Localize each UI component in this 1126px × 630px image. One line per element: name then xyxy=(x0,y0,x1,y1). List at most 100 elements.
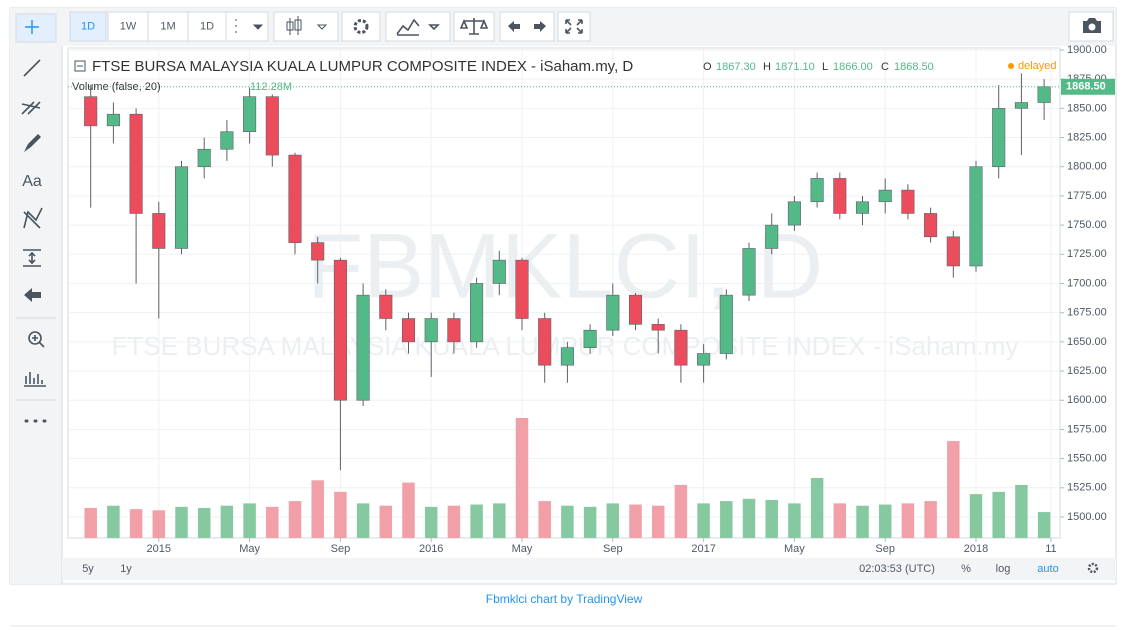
crosshair-icon xyxy=(25,20,39,34)
candle-body xyxy=(243,96,257,133)
crosshair-tool[interactable] xyxy=(15,13,57,43)
percent-toggle[interactable]: % xyxy=(961,563,971,575)
log-toggle[interactable]: log xyxy=(996,563,1011,575)
range-button[interactable]: 5y xyxy=(82,563,94,575)
candle-body xyxy=(515,259,529,319)
grid xyxy=(68,48,1060,538)
ohlc-legend: O 1867.30 H 1871.10 L 1866.00 C 1868.50 xyxy=(703,61,934,73)
compare-icon xyxy=(459,18,489,35)
volume-bar xyxy=(84,508,97,538)
candle-body xyxy=(969,166,983,267)
volume-bar xyxy=(1037,512,1051,538)
interval-button[interactable] xyxy=(107,11,149,42)
interval-button[interactable] xyxy=(69,11,107,42)
volume-bar xyxy=(561,505,574,538)
measure-tool[interactable] xyxy=(23,249,41,267)
candle-body xyxy=(719,294,733,354)
chart-style-button[interactable] xyxy=(273,11,339,42)
candle-body xyxy=(106,113,120,127)
y-tick-label: 1550.00 xyxy=(1067,453,1107,465)
candle-body xyxy=(946,236,960,267)
volume-bar xyxy=(493,503,506,538)
candle-body xyxy=(787,201,801,226)
volume-bar xyxy=(538,501,551,538)
interval-menu[interactable] xyxy=(225,11,269,42)
volume-bar xyxy=(606,503,620,538)
settings-button[interactable] xyxy=(341,11,381,42)
interval-label[interactable]: 1W xyxy=(120,20,137,32)
indicators-button[interactable] xyxy=(385,11,451,42)
volume-bar xyxy=(720,501,733,538)
candle-body xyxy=(1037,86,1051,103)
undo-redo[interactable] xyxy=(499,11,555,42)
volume-bar xyxy=(470,504,483,538)
y-tick-label: 1825.00 xyxy=(1067,131,1107,143)
interval-button[interactable] xyxy=(187,11,227,42)
candle-body xyxy=(606,294,620,331)
y-tick-label: 1525.00 xyxy=(1067,482,1107,494)
brush-tool[interactable] xyxy=(24,134,41,152)
candle-body xyxy=(855,201,870,214)
x-tick-label: Sep xyxy=(875,543,895,555)
interval-label[interactable]: 1D xyxy=(81,20,95,32)
auto-toggle[interactable]: auto xyxy=(1037,563,1058,575)
text-tool[interactable]: Aa xyxy=(22,173,42,190)
trendline-tool[interactable] xyxy=(23,59,41,77)
scale-settings[interactable] xyxy=(1087,562,1099,574)
status-dot xyxy=(1008,63,1014,69)
candle-body xyxy=(333,259,347,401)
volume-bar xyxy=(266,506,279,538)
candle-body xyxy=(651,324,665,331)
x-tick-label: May xyxy=(239,543,260,555)
zoom-tool[interactable] xyxy=(28,331,42,345)
pitchfork-tool[interactable] xyxy=(21,101,41,115)
remove-tool[interactable] xyxy=(24,288,41,302)
ohlc-key: H xyxy=(763,61,771,73)
x-tick-label: 2016 xyxy=(419,543,443,555)
candle-body xyxy=(401,318,416,343)
x-tick-label: May xyxy=(784,543,805,555)
scale-tool[interactable] xyxy=(24,372,46,387)
x-tick-label: Sep xyxy=(331,543,351,555)
volume-bar xyxy=(901,503,915,538)
candle-body xyxy=(84,96,98,127)
candle-body xyxy=(152,213,166,249)
clock: 02:03:53 (UTC) xyxy=(859,563,935,575)
collapse-button[interactable] xyxy=(74,60,86,72)
candle-body xyxy=(265,96,279,156)
x-tick-label: 2015 xyxy=(147,543,171,555)
y-tick-label: 1800.00 xyxy=(1067,161,1107,173)
pattern-tool[interactable] xyxy=(23,207,43,229)
volume-bar xyxy=(651,505,665,538)
interval-button[interactable] xyxy=(147,11,189,42)
range-button[interactable]: 1y xyxy=(120,563,132,575)
candle-body xyxy=(220,131,234,150)
candle-body xyxy=(288,154,302,243)
volume-legend-value: 112.28M xyxy=(250,81,292,93)
y-tick-label: 1575.00 xyxy=(1067,423,1107,435)
volume-bar xyxy=(402,482,415,538)
menu-icon xyxy=(235,19,264,33)
bottom-bar xyxy=(62,558,1116,580)
watermark-symbol: FBMKLCI, D xyxy=(307,215,823,317)
ohlc-key: L xyxy=(822,61,828,73)
footer-link[interactable]: Fbmklci chart by TradingView xyxy=(486,592,643,606)
volume-bar xyxy=(742,498,756,538)
x-tick-label: May xyxy=(512,543,533,555)
volume-bar xyxy=(288,501,302,538)
candle-body xyxy=(129,113,143,214)
interval-label[interactable]: 1D xyxy=(200,20,214,32)
y-tick-label: 1750.00 xyxy=(1067,219,1107,231)
volume-bar xyxy=(311,480,324,538)
volume-bar xyxy=(969,494,983,538)
y-tick-label: 1850.00 xyxy=(1067,102,1107,114)
interval-label[interactable]: 1M xyxy=(160,20,175,32)
volume-bar xyxy=(856,505,869,538)
fullscreen-button[interactable] xyxy=(557,11,591,42)
candle-body xyxy=(311,242,325,261)
volume-bar xyxy=(334,491,347,538)
volume-bar xyxy=(1015,484,1028,538)
candle-body xyxy=(628,294,643,325)
volume-bar xyxy=(107,505,120,538)
candle-body xyxy=(583,329,597,348)
